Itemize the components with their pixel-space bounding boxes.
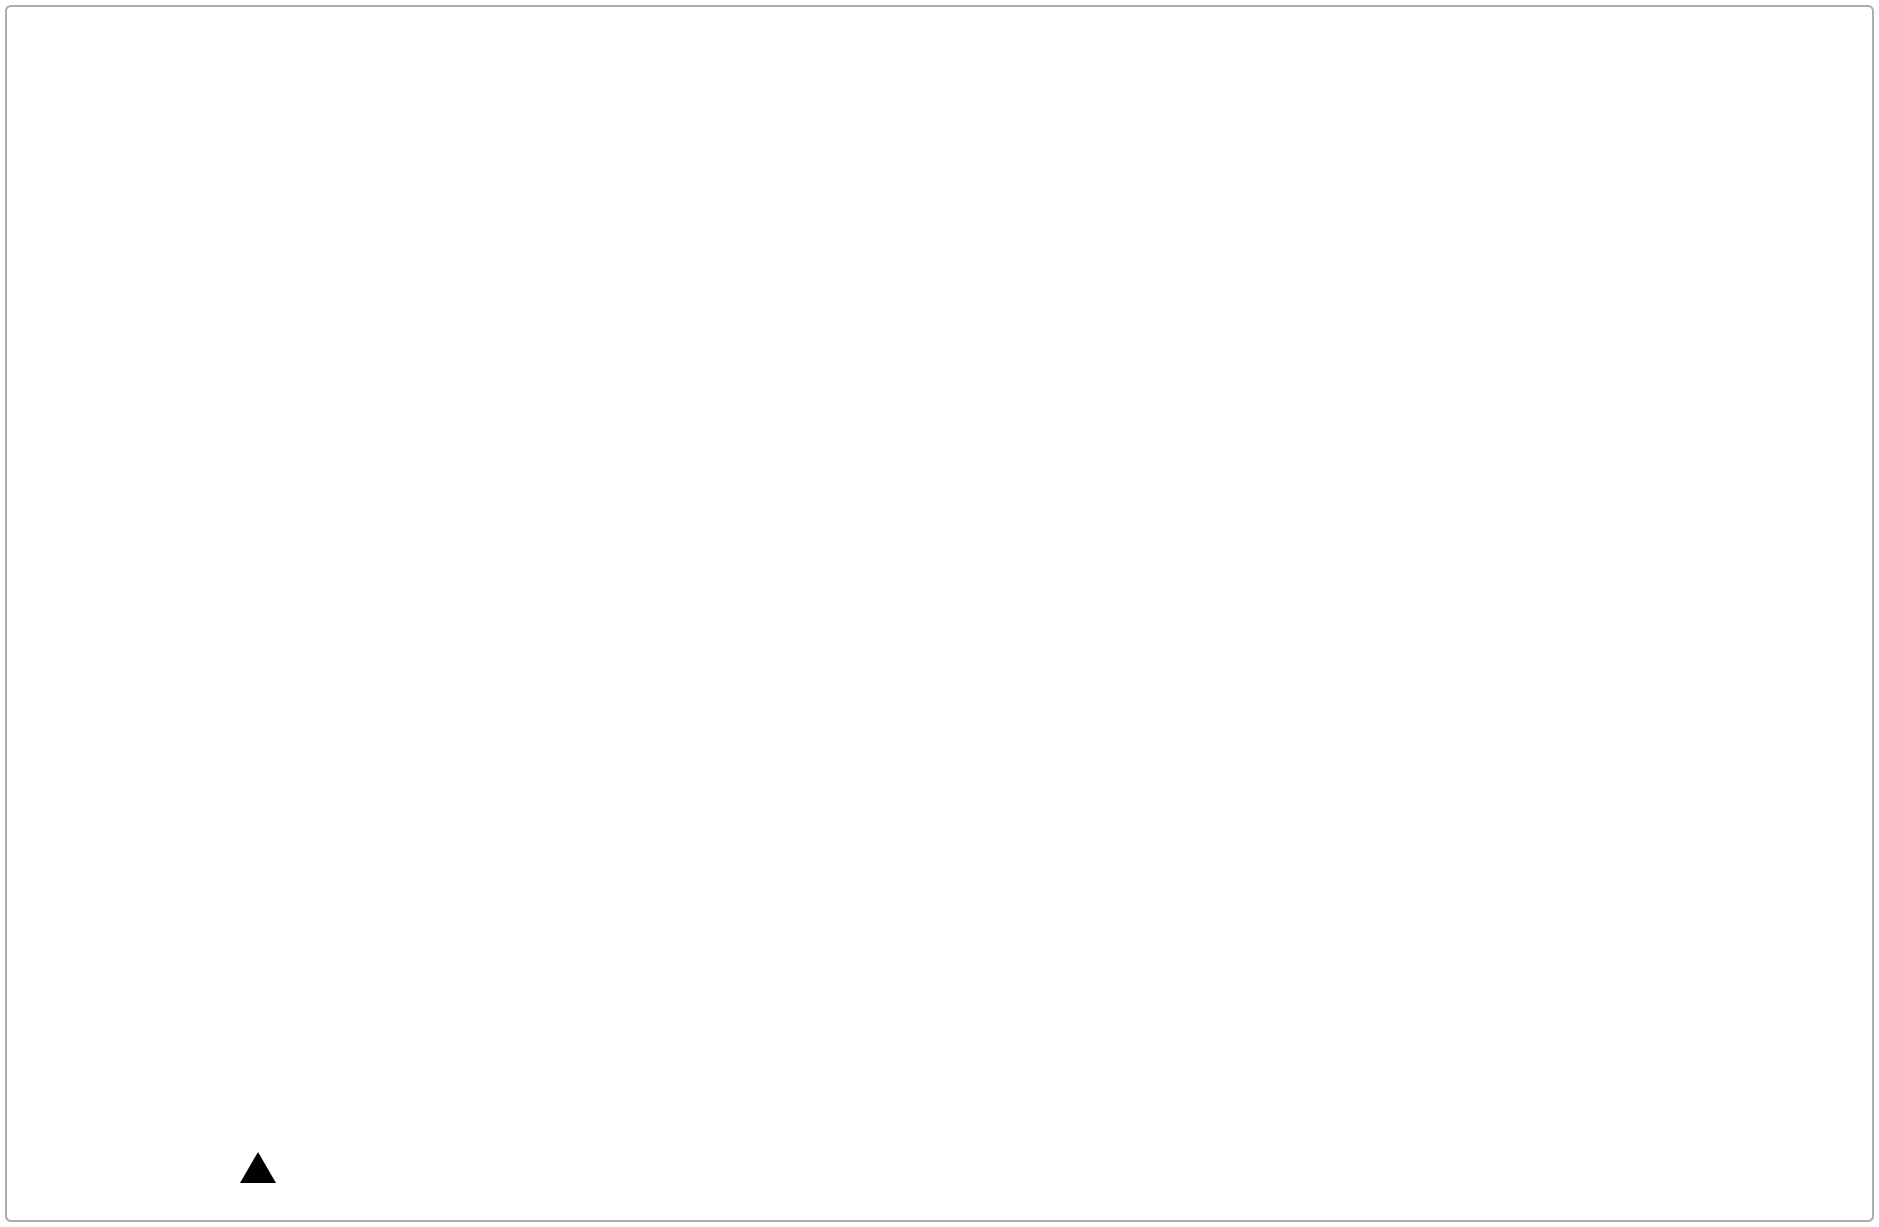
c8f16o-predicted-line-icon: [1414, 1164, 1520, 1171]
legend-item-c8f16o-predicted: [1414, 1138, 1538, 1196]
hf-square-icon: [46, 1153, 71, 1182]
hf-predicted-line-icon: [690, 1164, 796, 1171]
figure-border: [5, 5, 1874, 1222]
legend: [0, 1138, 1879, 1196]
legend-item-hf: [46, 1138, 121, 1196]
c8f16o-circle-icon: [455, 1151, 485, 1183]
so2-triangle-icon: [240, 1151, 276, 1183]
legend-item-so2-predicted: [1042, 1138, 1156, 1196]
legend-item-so2: [240, 1138, 326, 1196]
legend-item-c8f16o: [455, 1138, 535, 1196]
so2-predicted-dash-icon: [1042, 1163, 1138, 1172]
legend-item-hf-predicted: [690, 1138, 814, 1196]
